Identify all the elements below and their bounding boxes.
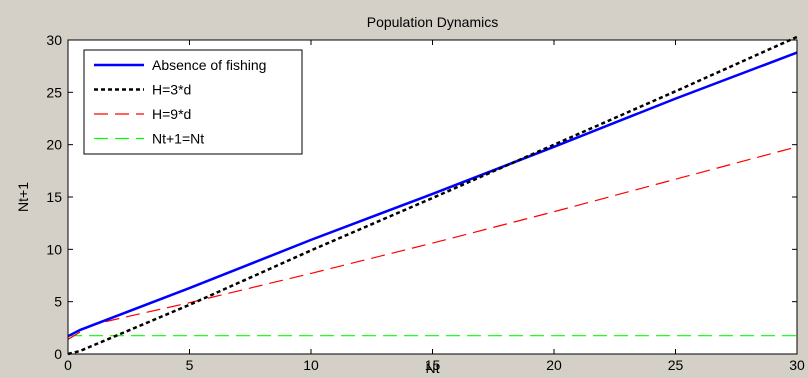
y-tick-label: 0: [54, 346, 62, 362]
y-tick-label: 25: [46, 84, 62, 100]
legend-label: Nt+1=Nt: [152, 131, 204, 147]
x-tick-label: 30: [789, 357, 805, 373]
legend-label: H=3*d: [152, 82, 191, 98]
chart-title: Population Dynamics: [367, 14, 499, 30]
x-tick-label: 5: [186, 357, 194, 373]
y-tick-label: 15: [46, 189, 62, 205]
series-line-h-9-d: [67, 146, 798, 340]
legend-box: [83, 49, 303, 155]
legend-label: Absence of fishing: [152, 57, 266, 73]
y-tick-label: 30: [46, 32, 62, 48]
y-tick-label: 10: [46, 241, 62, 257]
x-tick-label: 10: [303, 357, 319, 373]
y-tick-label: 5: [54, 294, 62, 310]
legend-label: H=9*d: [152, 106, 191, 122]
x-tick-label: 20: [546, 357, 562, 373]
series-line-absence-of-fishing: [67, 51, 798, 338]
x-tick-label: 25: [668, 357, 684, 373]
x-tick-label: 15: [425, 357, 441, 373]
y-axis-label: Nt+1: [15, 182, 31, 212]
legend: Absence of fishing H=3*d H=9*d Nt+1=Nt: [83, 49, 303, 155]
series-layer: [67, 35, 798, 356]
ticks-layer: 0 5 10 15 20 25 30 0 5 10 15 20 25 30: [46, 32, 805, 373]
series-line-h-3-d: [67, 35, 798, 356]
y-tick-label: 20: [46, 137, 62, 153]
x-axis-label: Nt: [426, 360, 440, 376]
x-tick-label: 0: [64, 357, 72, 373]
